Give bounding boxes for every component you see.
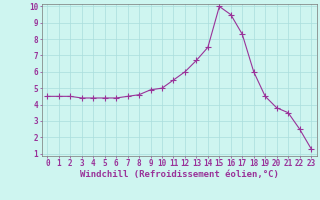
- X-axis label: Windchill (Refroidissement éolien,°C): Windchill (Refroidissement éolien,°C): [80, 170, 279, 179]
